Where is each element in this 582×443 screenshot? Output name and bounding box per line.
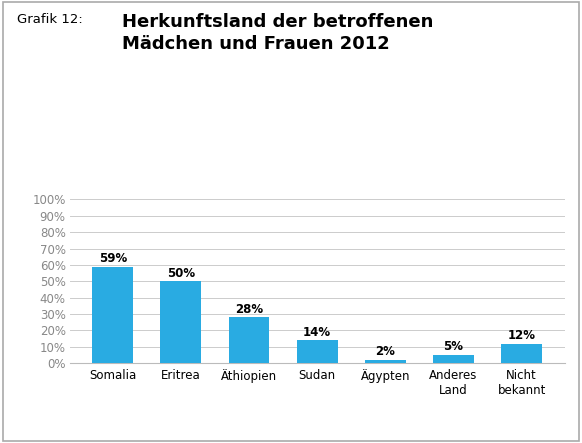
Bar xyxy=(161,281,201,363)
Text: 50%: 50% xyxy=(167,267,195,280)
Bar xyxy=(93,267,133,363)
Bar xyxy=(297,340,338,363)
Text: Grafik 12:: Grafik 12: xyxy=(17,13,83,26)
Bar xyxy=(433,355,474,363)
Text: 14%: 14% xyxy=(303,326,331,339)
Text: 28%: 28% xyxy=(235,303,263,316)
Text: Herkunftsland der betroffenen
Mädchen und Frauen 2012: Herkunftsland der betroffenen Mädchen un… xyxy=(122,13,434,53)
Bar xyxy=(229,317,269,363)
Text: 59%: 59% xyxy=(98,252,127,265)
Text: 2%: 2% xyxy=(375,346,395,358)
Text: 12%: 12% xyxy=(508,329,535,342)
Bar xyxy=(501,344,542,363)
Text: 5%: 5% xyxy=(443,340,463,354)
Bar xyxy=(365,360,406,363)
